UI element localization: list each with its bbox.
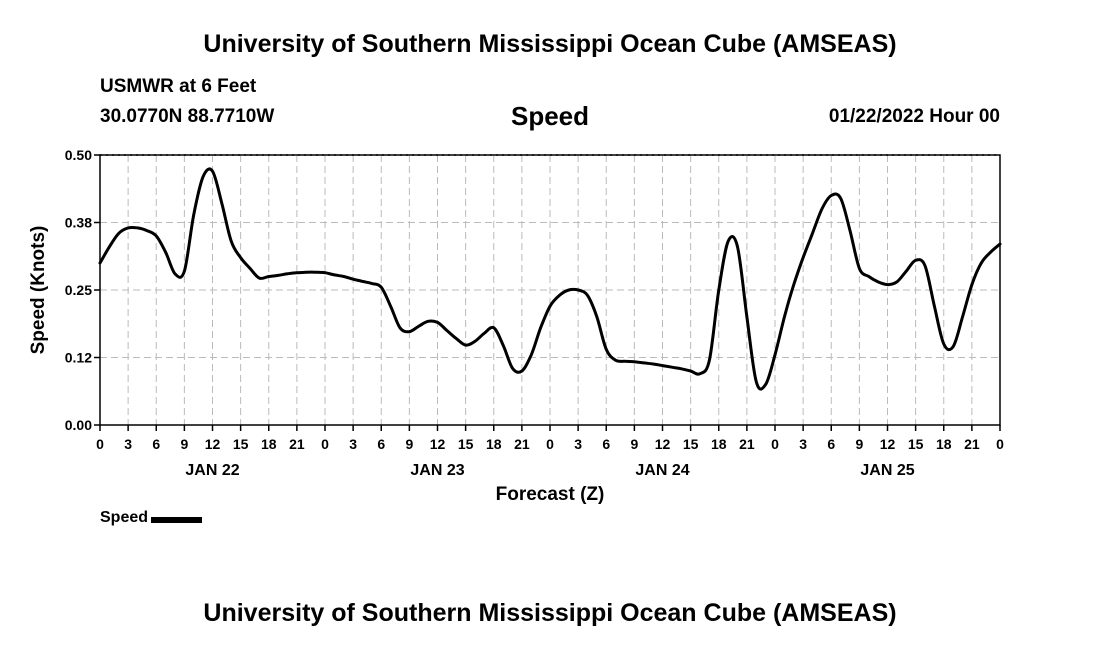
x-tick-label: 12: [655, 436, 671, 452]
x-tick-label: 18: [936, 436, 952, 452]
x-tick-label: 3: [574, 436, 582, 452]
y-tick-label: 0.12: [65, 350, 92, 366]
day-label: JAN 24: [635, 462, 689, 479]
legend: Speed: [100, 509, 203, 527]
x-tick-label: 12: [430, 436, 446, 452]
x-tick-label: 18: [711, 436, 727, 452]
x-tick-label: 9: [630, 436, 638, 452]
x-tick-label: 21: [739, 436, 755, 452]
y-tick-label: 0.50: [65, 147, 92, 163]
legend-swatch: [151, 516, 203, 523]
x-axis-ticks: 0 3 6 9 12 15 18 21 0 3 6 9 12 15 18 21 0 3 6 9 12 15 18 21 0 3 6 9…: [96, 425, 1004, 452]
x-tick-label: 9: [405, 436, 413, 452]
x-tick-label: 9: [855, 436, 863, 452]
x-tick-label: 0: [546, 436, 554, 452]
x-tick-label: 9: [180, 436, 188, 452]
x-tick-label: 0: [996, 436, 1004, 452]
station-label: USMWR at 6 Feet: [100, 76, 257, 97]
chart-title: University of Southern Mississippi Ocean…: [203, 30, 897, 58]
x-tick-label: 0: [321, 436, 329, 452]
x-axis-label: Forecast (Z): [496, 484, 605, 505]
x-tick-label: 15: [908, 436, 924, 452]
day-labels: JAN 22 JAN 23 JAN 24 JAN 25: [185, 462, 914, 479]
forecast-datetime: 01/22/2022 Hour 00: [828, 106, 1000, 127]
y-tick-label: 0.25: [65, 282, 92, 298]
day-label: JAN 25: [860, 462, 914, 479]
x-tick-label: 3: [799, 436, 807, 452]
series-line-speed: [98, 167, 1002, 391]
x-tick-label: 3: [349, 436, 357, 452]
x-tick-label: 21: [289, 436, 305, 452]
y-tick-label: 0.38: [65, 215, 92, 231]
x-tick-label: 6: [377, 436, 385, 452]
x-tick-label: 18: [261, 436, 277, 452]
footer-title: University of Southern Mississippi Ocean…: [203, 599, 897, 627]
x-tick-label: 15: [233, 436, 249, 452]
variable-title: Speed: [510, 101, 590, 131]
x-tick-label: 21: [964, 436, 980, 452]
x-tick-label: 15: [683, 436, 699, 452]
legend-label: Speed: [100, 509, 149, 526]
x-tick-label: 21: [514, 436, 530, 452]
x-tick-label: 6: [827, 436, 835, 452]
y-axis-label: Speed (Knots): [28, 226, 49, 355]
x-tick-label: 12: [205, 436, 221, 452]
day-label: JAN 22: [185, 462, 239, 479]
x-tick-label: 0: [96, 436, 104, 452]
y-axis-ticks: 0.00 0.12 0.25 0.38 0.50: [65, 147, 100, 433]
x-tick-label: 6: [152, 436, 160, 452]
grid-lines: [100, 155, 1000, 425]
x-tick-label: 15: [458, 436, 474, 452]
x-tick-label: 3: [124, 436, 132, 452]
day-label: JAN 23: [410, 462, 464, 479]
x-tick-label: 6: [602, 436, 610, 452]
coordinates-label: 30.0770N 88.7710W: [100, 106, 275, 127]
y-tick-label: 0.00: [65, 417, 92, 433]
x-tick-label: 12: [880, 436, 896, 452]
x-tick-label: 0: [771, 436, 779, 452]
x-tick-label: 18: [486, 436, 502, 452]
